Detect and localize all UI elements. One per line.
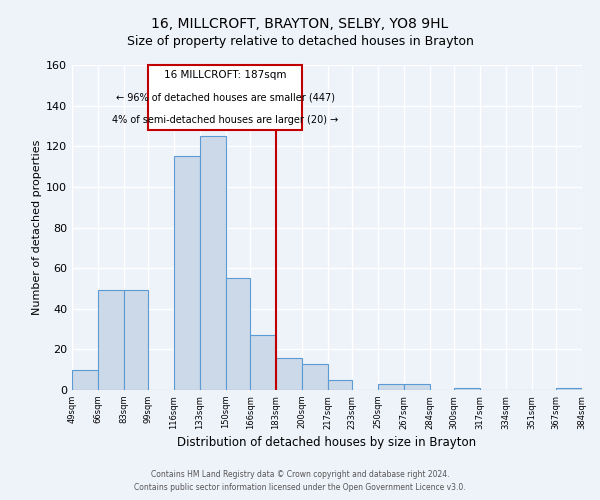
Y-axis label: Number of detached properties: Number of detached properties: [32, 140, 42, 315]
Text: ← 96% of detached houses are smaller (447): ← 96% of detached houses are smaller (44…: [115, 92, 335, 102]
Bar: [276, 358, 302, 390]
Bar: [124, 290, 148, 390]
Bar: [378, 384, 404, 390]
Bar: [72, 370, 98, 390]
Bar: [98, 290, 124, 390]
Bar: [200, 136, 226, 390]
Bar: [556, 388, 582, 390]
Bar: [302, 364, 328, 390]
Bar: [226, 278, 250, 390]
Text: 4% of semi-detached houses are larger (20) →: 4% of semi-detached houses are larger (2…: [112, 116, 338, 126]
Bar: [404, 384, 430, 390]
Bar: [328, 380, 352, 390]
Text: Contains HM Land Registry data © Crown copyright and database right 2024.: Contains HM Land Registry data © Crown c…: [151, 470, 449, 479]
FancyBboxPatch shape: [148, 65, 302, 130]
Text: Size of property relative to detached houses in Brayton: Size of property relative to detached ho…: [127, 35, 473, 48]
Text: 16 MILLCROFT: 187sqm: 16 MILLCROFT: 187sqm: [164, 70, 286, 80]
Text: 16, MILLCROFT, BRAYTON, SELBY, YO8 9HL: 16, MILLCROFT, BRAYTON, SELBY, YO8 9HL: [151, 18, 449, 32]
Bar: [174, 156, 200, 390]
Bar: [250, 335, 276, 390]
Bar: [454, 388, 480, 390]
X-axis label: Distribution of detached houses by size in Brayton: Distribution of detached houses by size …: [178, 436, 476, 449]
Text: Contains public sector information licensed under the Open Government Licence v3: Contains public sector information licen…: [134, 484, 466, 492]
